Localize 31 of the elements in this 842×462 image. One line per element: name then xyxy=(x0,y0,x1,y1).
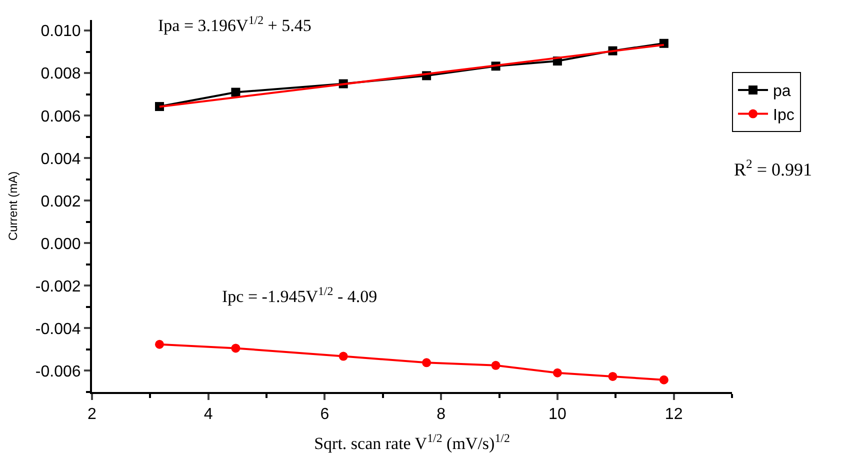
y-tick-label: -0.002 xyxy=(35,278,81,296)
x-tick-label: 4 xyxy=(204,406,213,424)
y-tick-label: -0.006 xyxy=(35,363,81,380)
point xyxy=(231,344,240,353)
y-tick-label: 0.008 xyxy=(40,66,81,83)
x-tick-label: 6 xyxy=(320,406,330,424)
x-tick-label: 10 xyxy=(548,406,566,424)
legend-label: Ipc xyxy=(773,107,794,124)
text: R$^{2}$ = 0.991 xyxy=(734,157,812,180)
point xyxy=(491,360,500,370)
y-tick-label: 0.010 xyxy=(40,23,81,40)
legend-label: pa xyxy=(773,83,791,100)
point xyxy=(338,352,348,361)
y-tick-label: 0.002 xyxy=(40,193,81,210)
annotation: Ipc = -1.945V$^{1/2}$ - 4.09 xyxy=(222,284,378,306)
point xyxy=(231,88,240,97)
x-axis-title: Sqrt. scan rate V$^{1/2}$ (mV/s)$^{1/2}$ xyxy=(314,430,510,454)
point xyxy=(154,340,164,349)
point xyxy=(422,358,432,368)
x-tick-label: 12 xyxy=(664,406,683,424)
y-axis-title: Current (mA) xyxy=(6,171,20,241)
annotation: Ipa = 3.196V$^{1/2}$ + 5.45 xyxy=(158,13,312,36)
point xyxy=(552,368,562,378)
point xyxy=(659,375,668,384)
y-tick-label: 0.004 xyxy=(40,150,81,168)
point xyxy=(608,372,618,381)
y-tick-label: 0.006 xyxy=(40,108,81,126)
x-tick-label: 8 xyxy=(436,406,446,424)
y-tick-label: -0.004 xyxy=(35,320,81,338)
x-tick-label: 2 xyxy=(88,406,97,424)
y-tick-label: 0.000 xyxy=(40,236,81,253)
